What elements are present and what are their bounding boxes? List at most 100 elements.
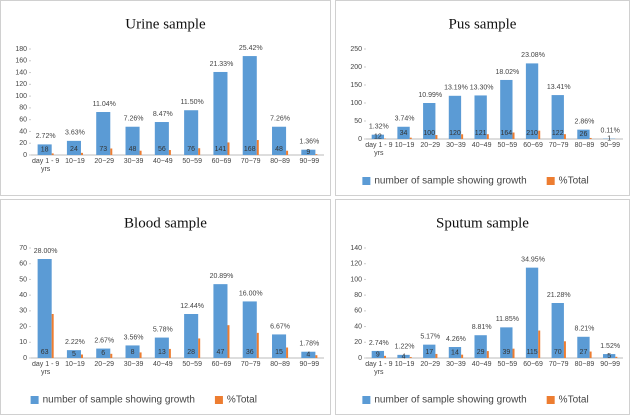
- pct-bar: [80, 354, 83, 358]
- chart: Blood sample 0 10 20 30 40 50 60 70 day 1 - 9 yrs…: [19, 215, 324, 406]
- x-tick-label-text: 90−99: [299, 361, 320, 368]
- count-label: 26: [580, 131, 588, 138]
- count-label: 29: [477, 349, 485, 356]
- count-label: 73: [99, 146, 107, 153]
- pct-label: 1.52%: [600, 343, 620, 350]
- x-tick-label-text: 70−79: [548, 142, 569, 149]
- pct-label: 11.50%: [181, 99, 204, 106]
- y-tick-label: 40: [19, 128, 27, 135]
- x-tick-label-text: 60−69: [211, 361, 232, 368]
- pct-bar: [563, 134, 566, 139]
- count-label: 34: [400, 130, 408, 137]
- count-label: 4: [306, 352, 310, 359]
- x-tick-label-text: 80−89: [574, 361, 595, 368]
- pct-bar: [563, 341, 566, 358]
- x-tick-label: 20−29: [94, 361, 114, 368]
- count-label: 48: [129, 146, 137, 153]
- bar: [242, 301, 257, 358]
- pct-label: 2.74%: [369, 340, 389, 347]
- count-label: 100: [423, 130, 435, 137]
- x-tick-label-text: day 1 - 9 yrs: [365, 142, 393, 157]
- legend-label: %Total: [227, 395, 257, 406]
- count-label: 115: [526, 349, 537, 356]
- x-tick-label: 60−69: [211, 361, 232, 368]
- bar: [301, 149, 316, 155]
- x-tick-label-text: 40−49: [153, 361, 173, 368]
- y-tick-label: 60: [19, 261, 27, 268]
- count-label: 1: [607, 136, 611, 143]
- bar: [184, 110, 199, 155]
- count-label: 39: [502, 349, 510, 356]
- x-tick-label: 80−89: [270, 361, 290, 368]
- panel: Urine sample 0 20 40 60 80 100 120 140 160 180 day …: [0, 0, 331, 196]
- legend-label: number of sample showing growth: [374, 176, 526, 187]
- pct-bar: [486, 351, 489, 358]
- panel: Pus sample 0 50 100 150 200 250 day 1 - 9 yrs 12…: [335, 0, 630, 196]
- x-tick-label: 50−59: [182, 158, 202, 165]
- pct-bar: [589, 351, 592, 358]
- x-tick-label: 10−19: [65, 361, 85, 368]
- bar: [525, 63, 539, 139]
- pct-label: 11.85%: [496, 316, 519, 323]
- legend-label: number of sample showing growth: [43, 395, 195, 406]
- pct-label: 34.95%: [521, 256, 545, 263]
- count-label: 36: [246, 349, 254, 356]
- pct-label: 3.63%: [65, 130, 85, 137]
- x-tick-label: 30−39: [124, 158, 144, 165]
- pct-bar: [512, 132, 515, 139]
- panel: Sputum sample 0 20 40 60 80 100 120 140 day 1 - 9…: [335, 199, 630, 415]
- count-label: 47: [217, 349, 225, 356]
- count-label: 13: [158, 349, 166, 356]
- pct-label: 13.41%: [547, 84, 571, 91]
- count-label: 121: [475, 130, 487, 137]
- x-tick-label: 70−79: [549, 361, 569, 368]
- chart-title: Pus sample: [449, 16, 517, 32]
- count-label: 5: [72, 351, 76, 358]
- pct-label: 2.86%: [575, 118, 595, 125]
- y-tick-label: 150: [350, 82, 362, 89]
- pct-bar: [286, 150, 289, 155]
- x-tick-label-text: 80−89: [574, 142, 595, 149]
- pct-bar: [139, 352, 142, 358]
- y-tick-label: 50: [19, 276, 27, 283]
- pct-label: 8.47%: [153, 111, 173, 118]
- x-tick-label-text: day 1 - 9 yrs: [32, 361, 60, 376]
- y-tick-label: 30: [19, 308, 27, 315]
- x-tick-label: 70−79: [240, 361, 261, 368]
- x-tick-label: 90−99: [600, 142, 620, 149]
- y-tick-label: 20: [19, 323, 27, 330]
- count-label: 12: [374, 134, 382, 141]
- pct-label: 8.21%: [575, 326, 595, 333]
- bar: [423, 344, 436, 358]
- pct-bar: [227, 142, 230, 155]
- x-tick-label: 40−49: [472, 361, 492, 368]
- pct-label: 10.99%: [418, 92, 442, 99]
- pct-bar: [286, 347, 289, 358]
- legend-swatch: [362, 177, 371, 185]
- x-tick-label: 30−39: [446, 142, 466, 149]
- bar: [500, 327, 513, 358]
- count-label: 48: [275, 146, 283, 153]
- legend-label: %Total: [559, 395, 589, 406]
- y-tick-label: 40: [354, 323, 362, 330]
- pct-bar: [409, 137, 412, 139]
- bar: [96, 112, 111, 155]
- pct-bar: [589, 137, 592, 139]
- count-label: 28: [187, 349, 195, 356]
- x-tick-label: 20−29: [420, 361, 441, 368]
- pct-bar: [435, 135, 438, 139]
- bar: [66, 350, 81, 358]
- x-tick-label-text: 50−59: [182, 361, 202, 368]
- x-tick-label: 20−29: [94, 158, 114, 165]
- x-tick-label-text: 70−79: [240, 361, 261, 368]
- pct-label: 1.22%: [395, 344, 415, 351]
- x-tick-label-text: 20−29: [420, 361, 441, 368]
- chart-title: Sputum sample: [436, 215, 529, 231]
- legend-swatch: [362, 396, 371, 404]
- count-label: 9: [306, 149, 310, 156]
- bar: [213, 284, 228, 358]
- x-tick-label-text: 50−59: [182, 158, 202, 165]
- count-label: 210: [526, 130, 538, 137]
- y-tick-label: 20: [19, 140, 27, 147]
